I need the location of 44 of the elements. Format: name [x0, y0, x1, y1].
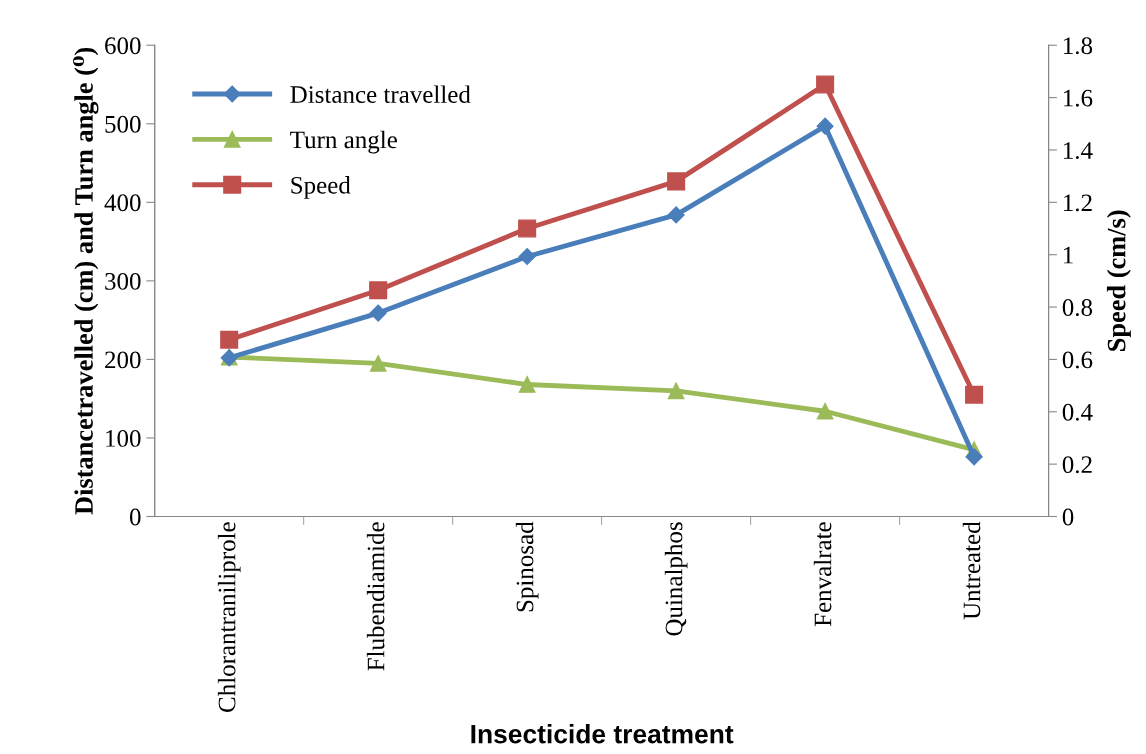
y2-tick-label: 1.4 [1063, 142, 1093, 159]
point [965, 448, 983, 466]
y2-tick-label: 1.8 [1063, 37, 1093, 55]
y2-axis-title: Speed (cm/s) [1106, 210, 1131, 351]
y2-tick-label: 0.6 [1062, 351, 1093, 369]
x-tick-label: Chlorantraniliprole [217, 522, 241, 712]
point [816, 75, 835, 94]
y-tick-label: 500 [105, 115, 141, 133]
point [965, 385, 984, 404]
y-tick-label: 300 [105, 272, 141, 290]
y2-tick-label: 1.6 [1063, 89, 1093, 107]
point [667, 382, 685, 400]
point [369, 281, 388, 300]
y-tick-label: 400 [104, 194, 141, 212]
x-tick-label: Fenvalrate [813, 522, 832, 627]
y2-tick-label: 1.2 [1063, 194, 1092, 212]
y-tick-label: 100 [106, 430, 141, 447]
x-tick-label: Quinalphos [664, 522, 688, 636]
legend-label: Speed [291, 176, 351, 199]
y-axis-title: Distancetravelled (cm) and Turn angle (⁰) [73, 47, 99, 515]
point [518, 219, 537, 238]
point [667, 206, 685, 224]
y2-tick-label: 0.8 [1062, 299, 1093, 317]
point [518, 247, 536, 266]
point [667, 172, 686, 191]
x-tick-label: Flubendiamide [366, 522, 385, 671]
x-axis-title: Insecticide treatment [471, 724, 734, 744]
point [816, 117, 834, 135]
point [369, 304, 387, 322]
x-tick-label: Untreated [962, 521, 981, 620]
point [518, 376, 536, 393]
legend-label: Turn angle [290, 130, 397, 154]
x-tick-label: Spinosad [515, 521, 539, 612]
y-tick-label: 0 [129, 508, 141, 526]
y2-tick-label: 0.4 [1062, 403, 1093, 421]
y2-tick-label: 0.2 [1062, 456, 1092, 474]
y-tick-label: 600 [105, 37, 141, 55]
point [369, 354, 387, 372]
point [220, 330, 239, 349]
y2-tick-label: 1 [1063, 246, 1073, 264]
y-tick-label: 200 [105, 351, 141, 369]
legend-label: Distance travelled [290, 85, 471, 103]
y2-tick-label: 0 [1062, 508, 1074, 526]
point [816, 402, 834, 420]
